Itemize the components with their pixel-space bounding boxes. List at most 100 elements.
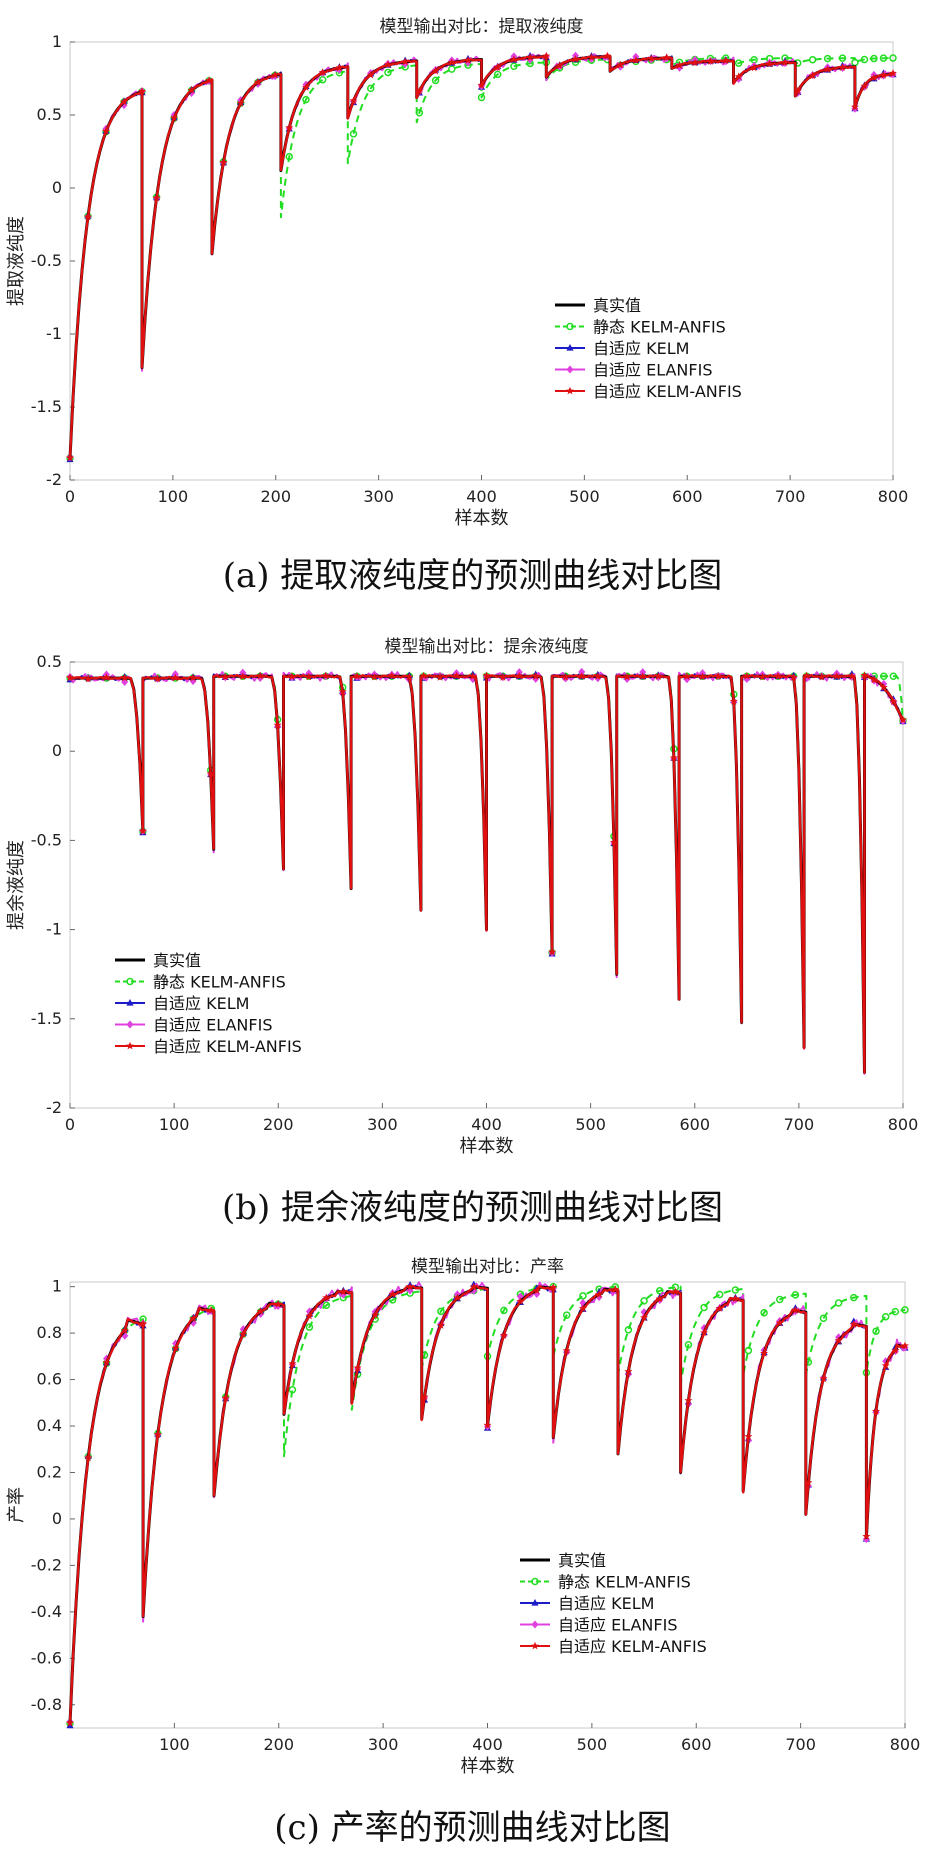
data-point-s3 xyxy=(470,1286,478,1295)
data-point-s4 xyxy=(84,1453,93,1462)
data-point-s1 xyxy=(415,109,424,117)
data-point-s4 xyxy=(415,86,424,95)
data-point-s4 xyxy=(453,1293,462,1302)
x-tick-label: 100 xyxy=(159,1735,190,1754)
data-point-s4 xyxy=(765,59,774,68)
data-point-s4 xyxy=(349,96,358,105)
data-point-s4 xyxy=(823,65,832,73)
data-point-s4 xyxy=(318,68,327,76)
y-tick-label: -1.5 xyxy=(31,1009,62,1028)
data-point-s4 xyxy=(66,1718,74,1727)
caption-a: (a) 提取液纯度的预测曲线对比图 xyxy=(222,556,723,596)
data-point-s3 xyxy=(121,1331,129,1340)
legend-marker xyxy=(531,1599,539,1606)
data-point-s1 xyxy=(477,93,486,102)
data-point-s4 xyxy=(238,672,247,680)
y-tick-label: 0.5 xyxy=(37,105,62,124)
data-point-s4 xyxy=(542,51,551,60)
legend-label: 真实值 xyxy=(558,1551,606,1570)
data-point-s4 xyxy=(603,51,612,60)
x-tick-label: 800 xyxy=(878,487,909,506)
x-tick-label: 100 xyxy=(159,1115,190,1134)
y-axis-label: 提余液纯度 xyxy=(6,840,27,930)
data-point-s4 xyxy=(899,715,907,724)
data-point-s4 xyxy=(555,61,564,70)
data-point-s4 xyxy=(274,1300,283,1308)
data-point-s4 xyxy=(562,1346,571,1355)
data-point-s4 xyxy=(305,1311,314,1320)
data-point-s4 xyxy=(84,212,92,221)
data-point-s4 xyxy=(171,1344,180,1352)
data-point-s4 xyxy=(655,1294,664,1303)
data-point-s4 xyxy=(860,671,869,679)
y-axis-label: 产率 xyxy=(6,1487,27,1523)
chart-title: 模型输出对比：提取液纯度 xyxy=(380,17,584,37)
legend-label: 自适应 KELM-ANFIS xyxy=(593,382,742,401)
data-point-s4 xyxy=(419,671,428,680)
data-point-s3 xyxy=(256,673,264,682)
data-point-s4 xyxy=(256,1307,265,1315)
data-point-s1 xyxy=(431,76,440,85)
x-tick-label: 200 xyxy=(260,487,291,506)
data-point-s4 xyxy=(406,1282,415,1291)
caption-c: (c) 产率的预测曲线对比图 xyxy=(274,1808,671,1848)
y-tick-label: -1.5 xyxy=(31,397,62,416)
data-point-s4 xyxy=(808,71,817,80)
x-tick-label: 500 xyxy=(577,1735,608,1754)
data-point-s4 xyxy=(353,672,361,680)
data-point-s4 xyxy=(170,113,179,122)
data-point-s3 xyxy=(239,1325,247,1334)
data-point-s4 xyxy=(729,697,738,705)
data-point-s4 xyxy=(640,1313,649,1322)
data-point-s4 xyxy=(671,1287,680,1296)
y-tick-label: 0.6 xyxy=(37,1370,62,1389)
x-tick-label: 600 xyxy=(681,1735,712,1754)
data-point-s4 xyxy=(273,720,282,729)
chart-panel-c: 模型输出对比：产率 100 200 300 400 500 600 700 800 -0.8 -0.… xyxy=(0,1240,945,1860)
data-point-s4 xyxy=(531,672,540,680)
data-point-s1 xyxy=(734,59,743,67)
legend-label: 自适应 ELANFIS xyxy=(593,361,712,380)
data-point-s4 xyxy=(431,66,440,75)
data-point-s4 xyxy=(207,1306,216,1314)
data-point-s1 xyxy=(889,54,897,62)
data-point-s4 xyxy=(288,1359,297,1368)
data-point-s3 xyxy=(683,675,691,684)
data-point-s4 xyxy=(611,1285,620,1293)
data-point-s4 xyxy=(477,81,486,89)
legend-marker xyxy=(566,322,574,331)
legend-marker xyxy=(531,1577,539,1586)
data-point-s3 xyxy=(305,1307,313,1316)
data-point-s4 xyxy=(483,1421,492,1429)
data-point-s1 xyxy=(384,68,392,77)
data-point-s3 xyxy=(639,668,647,677)
data-point-s4 xyxy=(616,60,625,69)
legend-label: 自适应 KELM xyxy=(558,1594,654,1613)
chart-panel-b: 模型输出对比：提余液纯度 0 100 200 300 400 500 600 700 800 -2 -… xyxy=(0,620,945,1240)
legend-marker xyxy=(126,1020,134,1029)
data-point-s4 xyxy=(714,672,723,680)
data-point-s4 xyxy=(860,82,869,90)
data-point-s1 xyxy=(791,1291,800,1299)
caption-b: (b) 提余液纯度的预测曲线对比图 xyxy=(221,1188,724,1228)
x-tick-label: 800 xyxy=(888,1115,919,1134)
data-point-s4 xyxy=(802,671,811,680)
data-point-s4 xyxy=(498,673,507,681)
legend-marker xyxy=(126,1041,134,1050)
data-point-s1 xyxy=(881,1312,890,1321)
legend-marker xyxy=(126,977,134,986)
y-tick-label: -0.5 xyxy=(31,830,62,849)
x-tick-label: 400 xyxy=(471,1115,502,1134)
data-point-s4 xyxy=(138,826,147,835)
data-point-s4 xyxy=(891,1346,900,1354)
data-point-s3 xyxy=(189,677,197,686)
legend-marker xyxy=(566,365,574,374)
y-tick-label: -0.5 xyxy=(31,251,62,270)
data-point-s4 xyxy=(698,672,707,681)
data-point-s4 xyxy=(682,672,691,680)
data-point-s4 xyxy=(515,671,524,680)
legend-marker xyxy=(126,999,134,1006)
data-point-s4 xyxy=(271,70,280,79)
data-point-s4 xyxy=(647,54,656,63)
x-axis-label: 样本数 xyxy=(460,1136,514,1157)
